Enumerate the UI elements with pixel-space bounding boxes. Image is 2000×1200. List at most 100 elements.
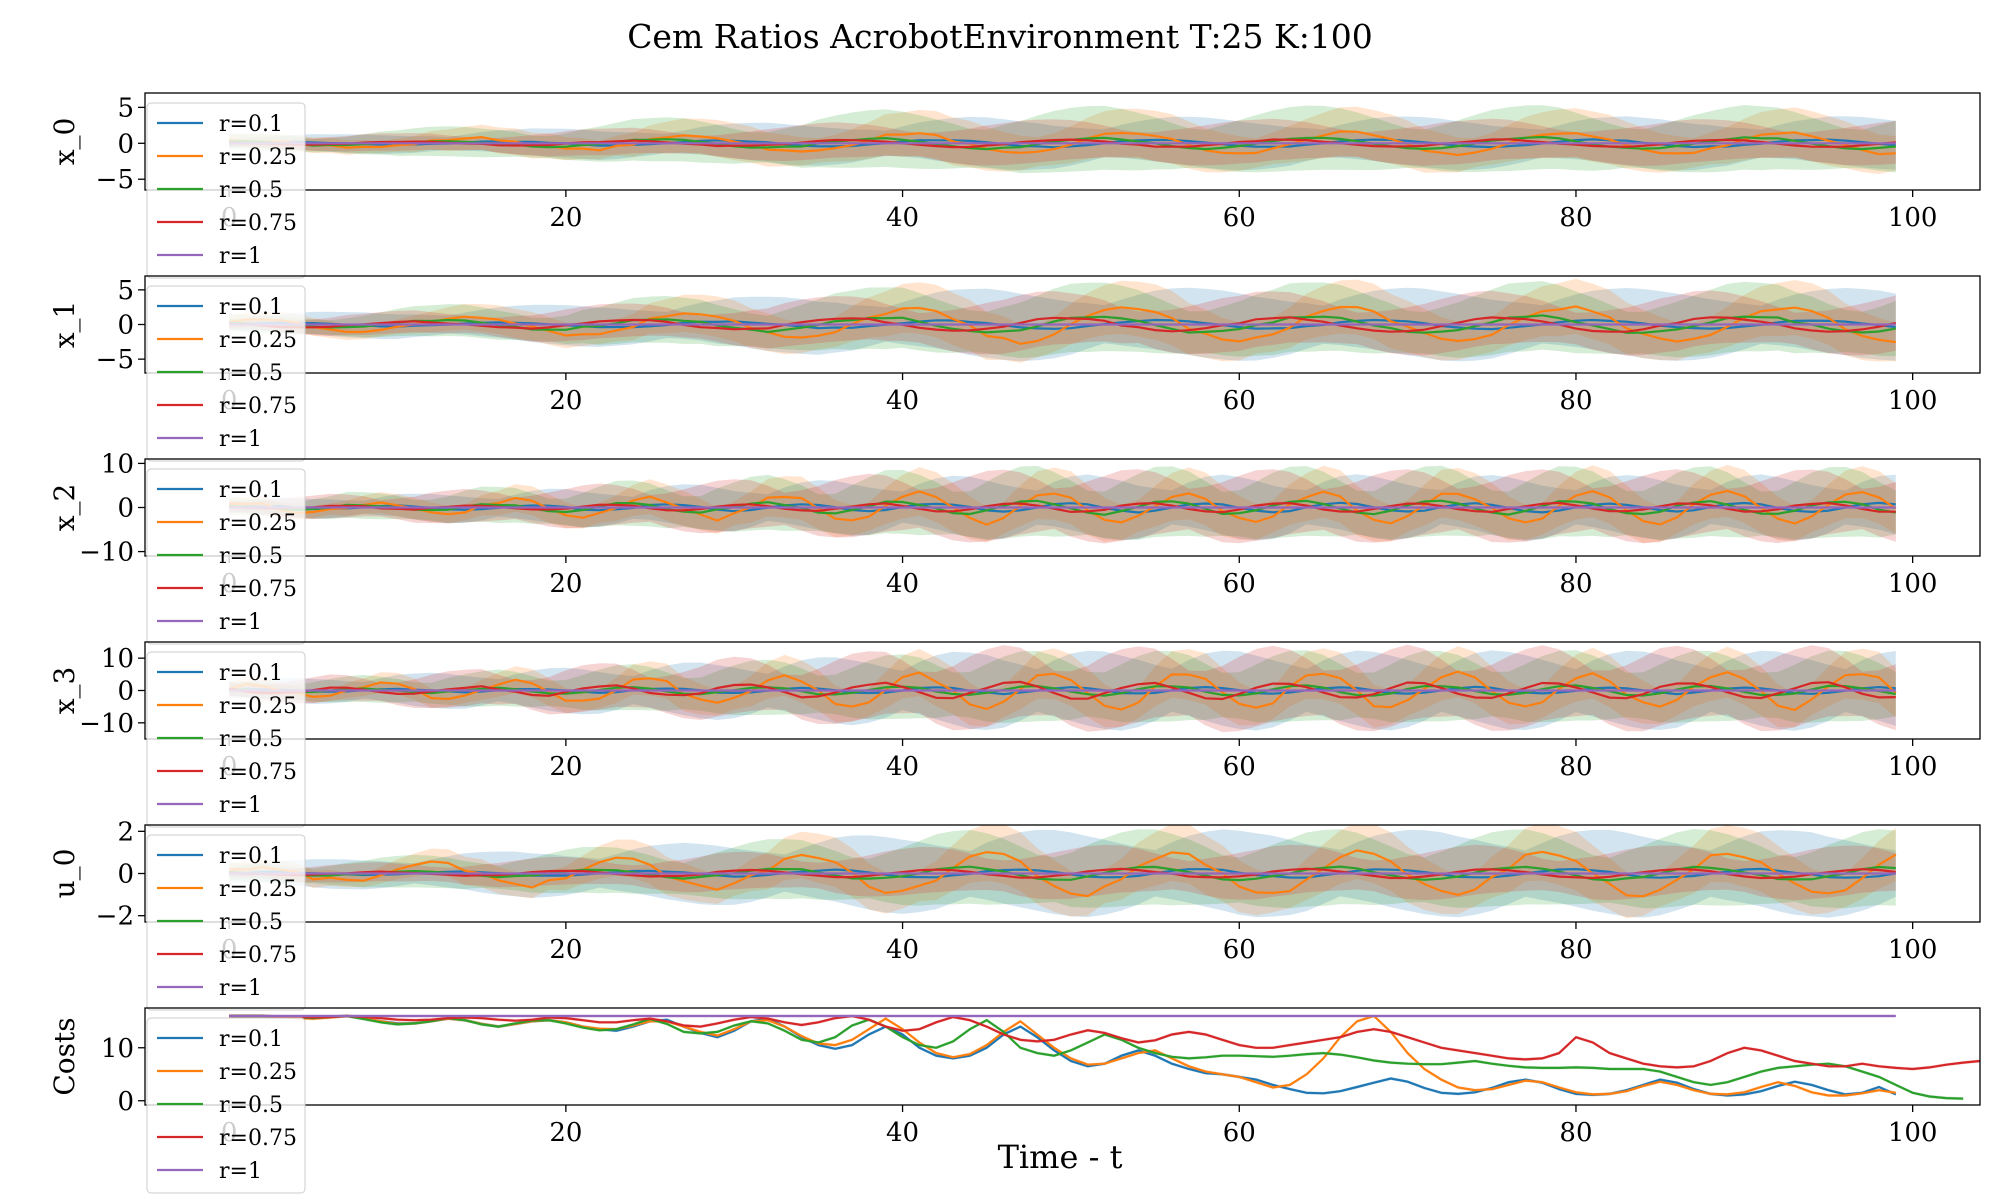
y-axis-label: x_2 xyxy=(48,484,81,532)
series-line-r-0-75 xyxy=(229,316,1897,333)
legend-entry: r=0.75 xyxy=(219,1126,297,1151)
legend-entry: r=1 xyxy=(219,1159,262,1184)
y-tick-label: 5 xyxy=(117,276,134,306)
band-r-0-5 xyxy=(229,829,1896,909)
axes-frame xyxy=(144,92,1981,191)
legend-entry: r=0.5 xyxy=(219,910,283,935)
legend-entry: r=0.1 xyxy=(219,112,283,137)
x-tick-label: 100 xyxy=(1888,203,1938,233)
x-tick-label: 40 xyxy=(886,203,919,233)
legend-box xyxy=(146,1017,306,1194)
legend-entry: r=0.75 xyxy=(219,943,297,968)
x-tick-label: 80 xyxy=(1559,203,1592,233)
x-tick-label: 60 xyxy=(1223,203,1256,233)
x-tick-label: 80 xyxy=(1559,386,1592,416)
legend-entry: r=1 xyxy=(219,793,262,818)
x-tick-label: 20 xyxy=(549,1118,582,1148)
subplot-Costs: 010020406080100Costsr=0.1r=0.25r=0.5r=0.… xyxy=(48,1007,1981,1194)
legend-entry: r=0.75 xyxy=(219,394,297,419)
legend-entry: r=0.25 xyxy=(219,1060,297,1085)
x-tick-label: 80 xyxy=(1559,1118,1592,1148)
x-tick-label: 40 xyxy=(886,386,919,416)
x-tick-label: 60 xyxy=(1223,569,1256,599)
subplot-u-0: −202020406080100u_0r=0.1r=0.25r=0.5r=0.7… xyxy=(48,817,1981,1011)
x-tick-label: 60 xyxy=(1223,752,1256,782)
band-r-0-25 xyxy=(229,278,1896,363)
legend-box xyxy=(146,834,306,1011)
legend-box xyxy=(146,468,306,645)
x-tick-label: 60 xyxy=(1223,935,1256,965)
x-tick-label: 20 xyxy=(549,752,582,782)
legend-entry: r=0.75 xyxy=(219,760,297,785)
legend-entry: r=0.5 xyxy=(219,727,283,752)
series-line-r-0-75 xyxy=(229,1014,1980,1071)
subplot-x-1: −505020406080100x_1r=0.1r=0.25r=0.5r=0.7… xyxy=(48,275,1981,462)
legend-entry: r=0.25 xyxy=(219,877,297,902)
legend-entry: r=0.1 xyxy=(219,661,283,686)
legend-box xyxy=(146,651,306,828)
subplot-panels: −505020406080100x_0r=0.1r=0.25r=0.5r=0.7… xyxy=(48,92,1981,1194)
series-line-r-0-75 xyxy=(229,138,1896,149)
y-axis-label: x_3 xyxy=(48,667,81,715)
x-tick-label: 100 xyxy=(1888,935,1938,965)
legend-entry: r=0.25 xyxy=(219,511,297,536)
x-tick-label: 100 xyxy=(1888,569,1938,599)
x-tick-label: 80 xyxy=(1559,569,1592,599)
y-tick-label: −5 xyxy=(96,165,134,195)
series-line-r-0-25 xyxy=(228,670,1897,712)
legend-entry: r=0.1 xyxy=(219,1027,283,1052)
x-tick-label: 40 xyxy=(886,569,919,599)
band-r-0-5 xyxy=(229,650,1896,723)
y-tick-label: −10 xyxy=(79,709,134,739)
band-r-0-75 xyxy=(229,290,1896,356)
x-tick-label: 100 xyxy=(1888,752,1938,782)
x-tick-label: 40 xyxy=(886,1118,919,1148)
figure-title: Cem Ratios AcrobotEnvironment T:25 K:100 xyxy=(627,17,1373,56)
x-tick-label: 20 xyxy=(549,386,582,416)
subplot-x-0: −505020406080100x_0r=0.1r=0.25r=0.5r=0.7… xyxy=(48,92,1981,279)
y-tick-label: 0 xyxy=(117,677,134,707)
legend-entry: r=1 xyxy=(219,610,262,635)
y-tick-label: −5 xyxy=(96,345,134,375)
series-line-r-0-25 xyxy=(229,305,1896,345)
legend-entry: r=0.5 xyxy=(219,361,283,386)
plot-area xyxy=(229,464,1897,544)
x-tick-label: 40 xyxy=(886,935,919,965)
legend: r=0.1 r=0.25 r=0.5 r=0.75 r=1 xyxy=(146,468,306,645)
x-axis-label: Time - t xyxy=(998,1138,1123,1176)
legend-entry: r=0.25 xyxy=(219,328,297,353)
legend-entry: r=1 xyxy=(219,244,262,269)
legend-entry: r=0.5 xyxy=(219,1093,283,1118)
y-tick-label: 2 xyxy=(117,817,134,847)
legend-entry: r=0.75 xyxy=(219,577,297,602)
y-axis-label: x_0 xyxy=(48,118,81,166)
x-tick-label: 20 xyxy=(549,203,582,233)
band-r-0-25 xyxy=(229,825,1896,919)
x-tick-label: 40 xyxy=(886,752,919,782)
subplot-x-2: −10010020406080100x_2r=0.1r=0.25r=0.5r=0… xyxy=(48,449,1981,645)
legend-entry: r=1 xyxy=(219,427,262,452)
plot-area xyxy=(229,105,1896,174)
y-tick-label: 10 xyxy=(101,1034,134,1064)
legend: r=0.1 r=0.25 r=0.5 r=0.75 r=1 xyxy=(146,285,306,462)
y-axis-label: u_0 xyxy=(48,849,81,899)
legend: r=0.1 r=0.25 r=0.5 r=0.75 r=1 xyxy=(146,651,306,828)
legend-box xyxy=(146,285,306,462)
plot-area xyxy=(228,644,1897,733)
y-tick-label: 0 xyxy=(117,129,134,159)
y-tick-label: −2 xyxy=(96,902,134,932)
legend: r=0.1 r=0.25 r=0.5 r=0.75 r=1 xyxy=(146,834,306,1011)
y-tick-label: 10 xyxy=(101,449,134,479)
legend-entry: r=0.1 xyxy=(219,295,283,320)
legend-entry: r=0.1 xyxy=(219,844,283,869)
y-tick-label: −10 xyxy=(79,538,134,568)
x-tick-label: 20 xyxy=(549,569,582,599)
y-tick-label: 0 xyxy=(117,860,134,890)
x-tick-label: 20 xyxy=(549,935,582,965)
legend-entry: r=0.25 xyxy=(219,694,297,719)
y-axis-label: Costs xyxy=(48,1017,81,1095)
plot-area xyxy=(229,1014,1980,1101)
legend-entry: r=0.5 xyxy=(219,178,283,203)
subplot-x-3: −10010020406080100x_3r=0.1r=0.25r=0.5r=0… xyxy=(48,641,1981,828)
